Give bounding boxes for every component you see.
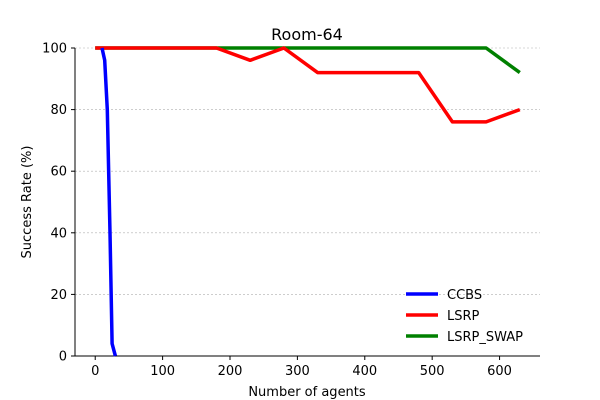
series-line-ccbs [100,47,118,357]
grid-lines [75,47,540,295]
x-tick-label: 300 [285,364,310,379]
x-tick-label: 200 [218,364,243,379]
y-ticks: 0 20 40 60 80 100 [42,42,75,365]
x-tick-label: 600 [487,364,512,379]
x-tick-label: 100 [150,364,175,379]
y-tick-label: 60 [50,165,67,180]
legend-label: CCBS [447,288,482,303]
series-line-lsrp [95,46,521,124]
y-tick-label: 100 [42,42,67,57]
legend-label: LSRP_SWAP [447,330,523,345]
legend-label: LSRP [447,309,480,324]
x-tick-label: 400 [352,364,377,379]
series-lines [95,46,521,357]
x-ticks: 0 100 200 300 400 500 600 [91,356,512,379]
x-tick-label: 0 [91,364,99,379]
chart-title: Room-64 [271,25,343,44]
y-tick-label: 80 [50,103,67,118]
series-line-lsrp-swap [95,46,521,75]
x-tick-label: 500 [420,364,445,379]
y-tick-label: 20 [50,288,67,303]
y-tick-label: 40 [50,226,67,241]
legend: CCBS LSRP LSRP_SWAP [406,288,523,345]
x-axis-label: Number of agents [248,385,366,400]
axes [74,48,540,357]
y-tick-label: 0 [59,350,67,365]
y-axis-label: Success Rate (%) [20,146,35,259]
